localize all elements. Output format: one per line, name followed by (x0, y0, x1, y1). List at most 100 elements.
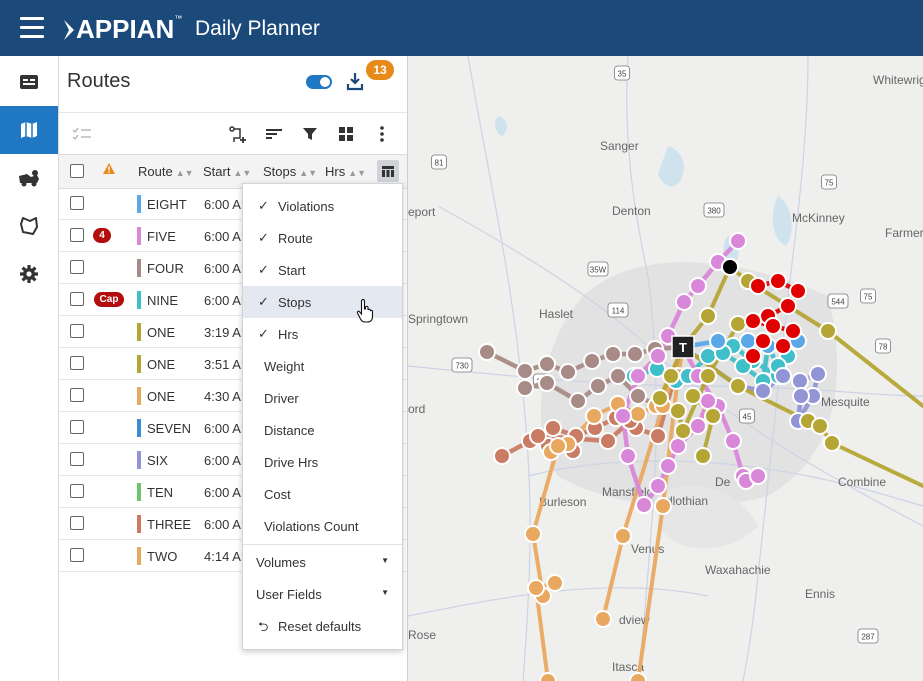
stop-marker[interactable] (594, 610, 612, 628)
route-name[interactable]: ONE (147, 389, 176, 404)
stop-marker[interactable] (549, 437, 567, 455)
column-option-hrs[interactable]: ✓ Hrs (243, 318, 402, 350)
table-row[interactable]: ONE 4:30 AM (59, 380, 407, 412)
stop-marker[interactable] (699, 347, 717, 365)
stop-marker[interactable] (729, 377, 747, 395)
stop-marker[interactable] (729, 232, 747, 250)
route-name[interactable]: NINE (147, 293, 179, 308)
row-checkbox[interactable] (70, 260, 84, 274)
row-checkbox[interactable] (70, 452, 84, 466)
table-row[interactable]: Cap NINE 6:00 AM (59, 284, 407, 316)
route-line[interactable] (531, 444, 560, 536)
stop-marker[interactable] (524, 525, 542, 543)
stop-marker[interactable] (764, 317, 782, 335)
stop-marker[interactable] (754, 382, 772, 400)
row-checkbox[interactable] (70, 548, 84, 562)
route-name[interactable]: FIVE (147, 229, 176, 244)
stop-marker[interactable] (724, 432, 742, 450)
stop-marker[interactable] (599, 432, 617, 450)
stop-marker[interactable] (651, 389, 669, 407)
stop-marker[interactable] (538, 374, 556, 392)
stop-marker[interactable] (704, 407, 722, 425)
stop-marker[interactable] (784, 322, 802, 340)
nav-map[interactable] (0, 106, 58, 154)
route-name[interactable]: TWO (147, 549, 178, 564)
stop-marker[interactable] (626, 345, 644, 363)
route-map-canvas[interactable]: Sanger Denton McKinney Whitewrigh Farmer… (408, 56, 923, 681)
map-view[interactable]: Sanger Denton McKinney Whitewrigh Farmer… (408, 56, 923, 681)
column-option-route[interactable]: ✓ Route (243, 222, 402, 254)
stops-column-header[interactable]: Stops ▲▼ (263, 164, 317, 179)
stop-marker[interactable] (699, 307, 717, 325)
stop-marker[interactable] (629, 672, 647, 681)
stop-marker[interactable] (689, 417, 707, 435)
stop-marker[interactable] (529, 427, 547, 445)
row-checkbox[interactable] (70, 292, 84, 306)
column-option-weight[interactable]: Weight (243, 350, 402, 382)
stop-marker[interactable] (739, 332, 757, 350)
stop-marker[interactable] (629, 367, 647, 385)
stop-marker[interactable] (589, 377, 607, 395)
stop-marker[interactable] (694, 447, 712, 465)
column-option-violations-count[interactable]: Violations Count (243, 510, 402, 542)
stop-marker[interactable] (754, 332, 772, 350)
route-line[interactable] (636, 345, 685, 681)
route-name[interactable]: ONE (147, 325, 176, 340)
stop-marker[interactable] (546, 574, 564, 592)
sort-button[interactable] (263, 123, 285, 145)
stop-marker[interactable] (649, 347, 667, 365)
stop-marker[interactable] (774, 337, 792, 355)
stop-marker[interactable] (614, 407, 632, 425)
stop-marker[interactable] (709, 332, 727, 350)
more-options-button[interactable] (371, 123, 393, 145)
stop-marker[interactable] (792, 387, 810, 405)
table-row[interactable]: TWO 4:14 AM (59, 540, 407, 572)
column-option-driver[interactable]: Driver (243, 382, 402, 414)
stop-marker[interactable] (649, 477, 667, 495)
stop-marker[interactable] (699, 367, 717, 385)
table-row[interactable]: SEVEN 6:00 AM (59, 412, 407, 444)
stop-marker[interactable] (791, 372, 809, 390)
grid-view-button[interactable] (335, 123, 357, 145)
route-name[interactable]: ONE (147, 357, 176, 372)
stop-marker[interactable] (774, 367, 792, 385)
stop-marker[interactable] (629, 405, 647, 423)
column-option-violations[interactable]: ✓ Violations (243, 190, 402, 222)
table-row[interactable]: SIX 6:00 AM (59, 444, 407, 476)
stop-marker[interactable] (744, 347, 762, 365)
route-column-header[interactable]: Route ▲▼ (138, 164, 194, 179)
row-checkbox[interactable] (70, 196, 84, 210)
stop-marker[interactable] (493, 447, 511, 465)
row-checkbox[interactable] (70, 420, 84, 434)
stop-marker[interactable] (527, 579, 545, 597)
column-option-cost[interactable]: Cost (243, 478, 402, 510)
stop-marker[interactable] (674, 422, 692, 440)
stop-marker[interactable] (749, 467, 767, 485)
user-fields-submenu[interactable]: User Fields ▼ (243, 578, 402, 610)
download-button[interactable] (346, 70, 364, 92)
route-name[interactable]: SEVEN (147, 421, 192, 436)
stop-marker[interactable] (779, 297, 797, 315)
nav-fleet[interactable] (0, 154, 58, 202)
stop-marker[interactable] (516, 362, 534, 380)
nav-territories[interactable] (0, 202, 58, 250)
route-name[interactable]: THREE (147, 517, 192, 532)
stop-marker[interactable] (729, 315, 747, 333)
column-option-distance[interactable]: Distance (243, 414, 402, 446)
stop-marker[interactable] (659, 457, 677, 475)
stop-marker[interactable] (538, 355, 556, 373)
stop-marker[interactable] (819, 322, 837, 340)
stop-marker[interactable] (559, 363, 577, 381)
nav-orders[interactable] (0, 58, 58, 106)
selected-stop-marker[interactable] (721, 258, 739, 276)
stop-marker[interactable] (789, 282, 807, 300)
table-row[interactable]: ONE 3:19 AM (59, 316, 407, 348)
add-route-button[interactable] (227, 123, 249, 145)
routes-visibility-toggle[interactable] (306, 75, 332, 89)
stop-marker[interactable] (629, 387, 647, 405)
stop-marker[interactable] (699, 392, 717, 410)
stop-marker[interactable] (749, 277, 767, 295)
stop-marker[interactable] (609, 367, 627, 385)
column-option-stops[interactable]: ✓ Stops (243, 286, 402, 318)
table-row[interactable]: THREE 6:00 AM (59, 508, 407, 540)
